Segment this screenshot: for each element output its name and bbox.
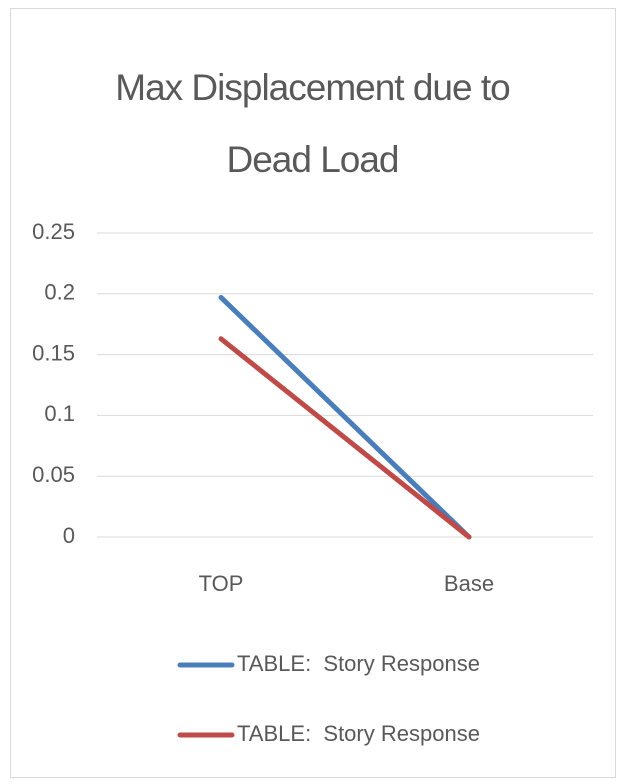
chart-title: Max Displacement due to Dead Load [115,67,510,180]
x-tick-label: Base [444,571,494,596]
series-line [218,294,472,540]
series-line [218,336,472,540]
y-tick-label: 0.15 [32,340,75,365]
y-tick-label: 0.1 [44,401,75,426]
y-tick-label: 0.2 [44,280,75,305]
y-tick-label: 0 [63,523,75,548]
y-tick-label: 0.25 [32,219,75,244]
y-tick-label: 0.05 [32,462,75,487]
legend-label: TABLE: Story Response [237,721,480,746]
x-tick-label: TOP [199,571,244,596]
chart-frame [10,8,616,778]
legend-label: TABLE: Story Response [237,651,480,676]
